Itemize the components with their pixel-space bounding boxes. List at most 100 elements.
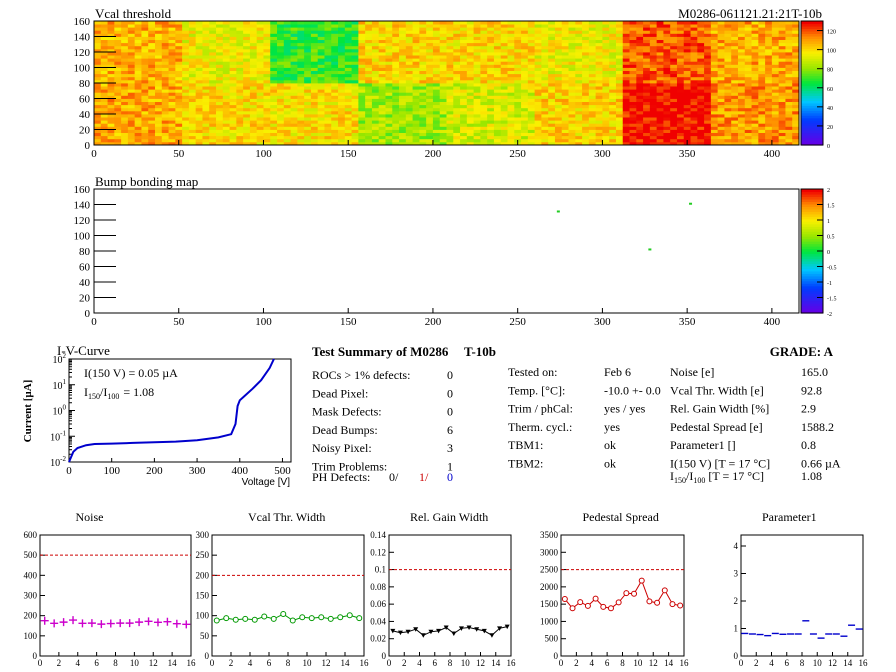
- trend-ytick-label: 0.08: [370, 582, 386, 592]
- vcal-cell: [588, 64, 597, 68]
- vcal-cell: [731, 58, 739, 62]
- vcal-cell: [710, 141, 719, 146]
- vcal-cell: [514, 52, 522, 56]
- trend-point: [607, 605, 614, 612]
- vcal-cell: [541, 61, 549, 65]
- vcal-cell: [737, 39, 746, 44]
- vcal-cell: [561, 104, 569, 109]
- vcal-cell: [615, 30, 624, 34]
- vcal-cell: [371, 42, 380, 47]
- vcal-cell: [168, 58, 176, 62]
- vcal-cell: [182, 95, 190, 99]
- vcal-cell: [568, 141, 576, 146]
- vcal-cell: [385, 117, 393, 121]
- vcal-cell: [778, 64, 786, 68]
- vcal-cell: [765, 126, 773, 130]
- vcal-cell: [527, 36, 536, 40]
- vcal-cell: [460, 70, 468, 75]
- vcal-cell: [371, 33, 380, 37]
- vcal-cell: [744, 61, 752, 65]
- vcal-cell: [412, 58, 420, 62]
- vcal-cell: [432, 73, 441, 78]
- vcal-cell: [209, 126, 217, 130]
- vcal-cell: [405, 64, 414, 68]
- vcal-cell: [121, 132, 129, 137]
- vcal-cell: [161, 83, 169, 87]
- vcal-cell: [670, 61, 678, 65]
- vcal-cell: [582, 33, 590, 37]
- vcal-cell: [195, 92, 203, 96]
- vcal-cell: [534, 30, 542, 34]
- vcal-cell: [765, 83, 773, 87]
- vcal-cell: [202, 86, 210, 90]
- vcal-cell: [297, 21, 305, 25]
- vcal-cell: [487, 33, 495, 37]
- vcal-cell: [575, 30, 583, 34]
- vcal-cell: [141, 120, 149, 124]
- vcal-cell: [344, 21, 352, 25]
- vcal-cell: [568, 114, 576, 118]
- vcal-cell: [134, 36, 142, 40]
- vcal-palette-band: [801, 23, 823, 27]
- vcal-cell: [704, 64, 712, 68]
- vcal-cell: [656, 33, 664, 37]
- vcal-cell: [127, 132, 136, 137]
- vcal-cell: [521, 67, 529, 71]
- vcal-cell: [168, 104, 176, 109]
- trend-point: [451, 631, 457, 637]
- vcal-cell: [663, 114, 671, 118]
- vcal-cell: [209, 98, 217, 102]
- vcal-cell: [114, 92, 122, 96]
- vcal-cell: [554, 101, 563, 106]
- vcal-ytick-label: 160: [74, 16, 91, 28]
- vcal-cell: [412, 45, 420, 50]
- vcal-cell: [121, 107, 129, 112]
- vcal-cell: [473, 123, 481, 127]
- vcal-cell: [338, 89, 346, 93]
- vcal-cell: [731, 141, 739, 146]
- vcal-cell: [243, 27, 251, 31]
- vcal-cell: [385, 48, 393, 53]
- vcal-cell: [249, 27, 258, 31]
- vcal-cell: [561, 98, 569, 102]
- bump-point: [689, 202, 693, 205]
- trend-ytick-label: 2000: [540, 582, 559, 592]
- vcal-cell: [148, 89, 156, 93]
- vcal-cell: [277, 110, 285, 115]
- vcal-cell: [175, 123, 183, 127]
- vcal-cell: [188, 114, 197, 118]
- bump-palette-band: [801, 283, 823, 287]
- vcal-cell: [426, 129, 434, 133]
- vcal-cell: [277, 58, 285, 62]
- vcal-cell: [331, 48, 339, 53]
- vcal-cell: [405, 123, 414, 127]
- vcal-cell: [168, 129, 176, 133]
- vcal-cell: [751, 89, 759, 93]
- vcal-cell: [148, 95, 156, 99]
- vcal-cell: [304, 95, 312, 99]
- vcal-cell: [277, 104, 285, 109]
- vcal-cell: [107, 117, 115, 121]
- vcal-cell: [385, 95, 393, 99]
- vcal-cell: [134, 21, 142, 25]
- vcal-cell: [697, 58, 705, 62]
- vcal-cell: [480, 21, 488, 25]
- vcal-cell: [94, 123, 102, 127]
- vcal-cell: [704, 92, 712, 96]
- vcal-cell: [412, 104, 420, 109]
- vcal-cell: [649, 92, 658, 96]
- vcal-cell: [351, 52, 359, 56]
- vcal-cell: [792, 42, 800, 47]
- vcal-cell: [175, 101, 183, 106]
- vcal-cell: [249, 58, 258, 62]
- vcal-cell: [277, 135, 285, 140]
- vcal-cell: [385, 83, 393, 87]
- vcal-cell: [548, 48, 556, 53]
- vcal-cell: [717, 24, 725, 28]
- vcal-cell: [785, 64, 793, 68]
- vcal-cell: [317, 67, 325, 71]
- vcal-cell: [724, 48, 732, 53]
- vcal-cell: [548, 21, 556, 25]
- vcal-cell: [236, 132, 244, 137]
